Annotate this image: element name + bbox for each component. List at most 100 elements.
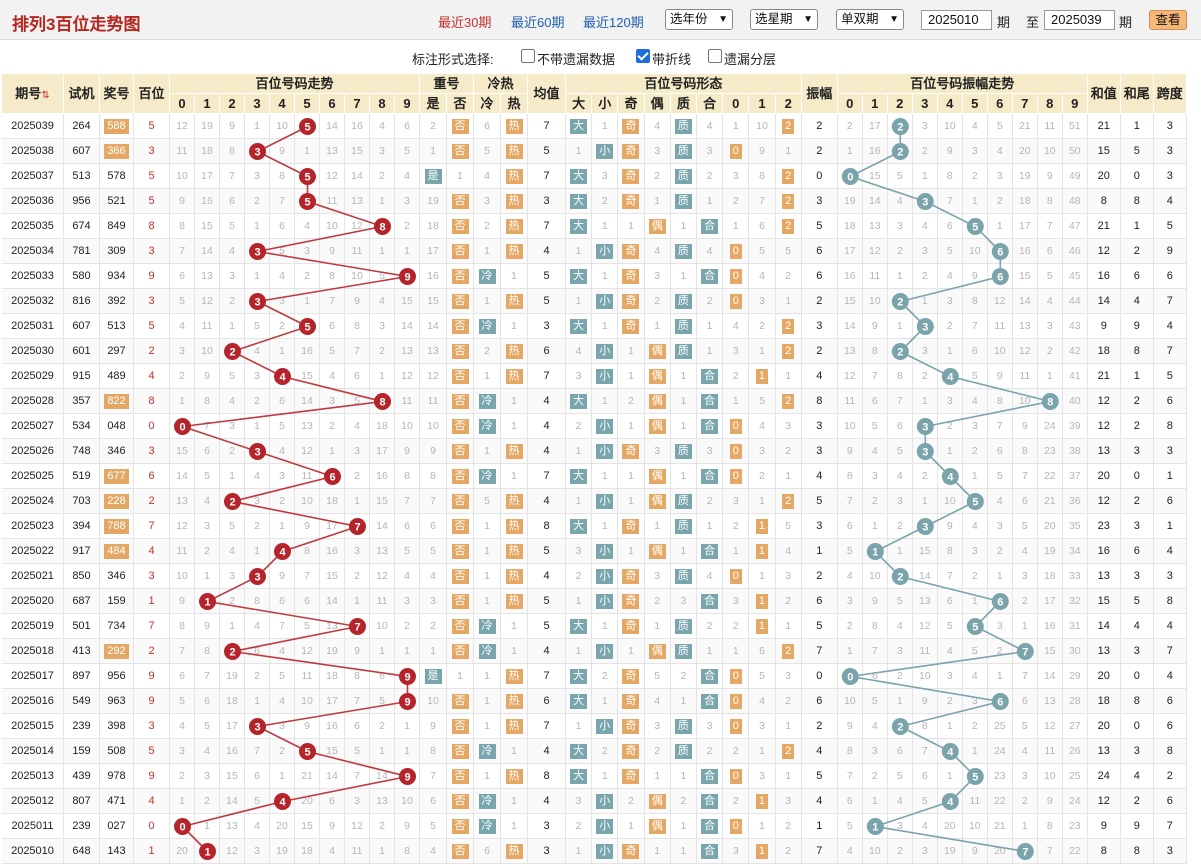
year-select[interactable]: 选年份 ▼ [665,9,733,30]
cold-cell: 冷 [474,814,501,839]
trend-miss-cell: 1 [295,139,320,164]
no-miss-checkbox[interactable] [521,49,535,63]
cold-cell: 6 [474,839,501,864]
trend-miss-cell: 19 [320,639,345,664]
trend-miss-cell: 14 [220,789,245,814]
prime-badge: 质 [674,618,692,634]
miss-layer-label[interactable]: 遗漏分层 [724,52,777,67]
polyline-checkbox[interactable] [636,49,650,63]
amp-miss-cell: 6 [962,339,988,364]
avg-cell: 4 [528,739,566,764]
tail-cell: 1 [1120,114,1154,139]
tail-cell: 3 [1120,639,1154,664]
shape-cell-3: 1 [644,514,671,539]
shape-cell-5: 4 [697,239,724,264]
shape-cell-2: 1 [618,414,645,439]
amp-miss-cell [937,789,963,814]
tail-cell: 3 [1120,739,1154,764]
shape-cell-8: 3 [775,414,802,439]
amp-miss-cell: 8 [937,539,963,564]
amp-miss-cell: 3 [1037,314,1063,339]
polyline-label[interactable]: 带折线 [652,52,692,67]
amp-miss-cell: 1 [962,464,988,489]
amp-miss-cell: 2 [937,689,963,714]
prize-cell: 849 [100,214,134,239]
hundred-cell: 0 [134,414,170,439]
from-issue-input[interactable]: 2025010 [921,10,992,30]
trend-miss-cell: 1 [320,439,345,464]
trial-cell: 816 [64,289,100,314]
period-link-30[interactable]: 最近30期 [438,15,492,30]
header-sub-d-8: 8 [370,94,395,114]
shape-cell-6: 0 [723,764,750,789]
mod3-badge: 0 [729,443,742,459]
search-button[interactable]: 查看 [1149,10,1187,30]
weekday-select[interactable]: 选星期 ▼ [750,9,818,30]
shape-cell-1: 1 [592,614,619,639]
small-badge: 小 [596,493,614,509]
header-sub-ad-1: 1 [862,94,888,114]
shape-cell-4: 质 [670,289,697,314]
shape-cell-1: 1 [592,514,619,539]
shape-cell-1: 小 [592,639,619,664]
period-link-60[interactable]: 最近60期 [511,15,565,30]
span-cell: 6 [1153,689,1187,714]
trend-miss-cell: 14 [195,239,220,264]
shape-cell-5: 1 [697,514,724,539]
header-sub-d-2: 2 [220,94,245,114]
miss-layer-checkbox[interactable] [708,49,722,63]
trend-miss-cell: 18 [220,689,245,714]
trend-miss-cell: 4 [395,164,420,189]
amp-miss-cell: 3 [887,489,913,514]
hot-badge: 热 [505,843,523,859]
parity-select[interactable]: 单双期 ▼ [836,9,904,30]
shape-cell-8: 2 [775,314,802,339]
composite-badge: 合 [701,843,719,859]
tail-cell: 4 [1120,614,1154,639]
trend-miss-cell: 4 [270,439,295,464]
small-badge: 小 [596,843,614,859]
shape-cell-4: 质 [670,114,697,139]
sort-icon[interactable]: ⇅ [41,90,50,101]
trend-miss-cell: 5 [270,664,295,689]
amp-miss-cell: 47 [1062,214,1088,239]
trend-miss-cell: 15 [295,814,320,839]
trend-miss-cell: 5 [345,739,370,764]
cold-cell: 冷 [474,789,501,814]
shape-cell-4: 1 [670,414,697,439]
header-span: 跨度 [1153,74,1187,114]
repeat-no-cell: 否 [447,714,474,739]
amp-miss-cell: 13 [1037,689,1063,714]
trend-miss-cell: 15 [195,214,220,239]
repeat-no-badge: 否 [451,718,469,734]
header-sub-d-5: 5 [295,94,320,114]
mod3-badge: 0 [729,293,742,309]
trend-miss-cell: 4 [320,364,345,389]
hot-cell: 热 [501,139,528,164]
amp-miss-cell: 1 [912,289,938,314]
amp-miss-cell: 3 [1012,764,1038,789]
repeat-yes-cell: 15 [420,289,447,314]
big-badge: 大 [570,668,588,684]
amp-miss-cell: 2 [912,464,938,489]
amp-miss-cell: 4 [887,464,913,489]
repeat-no-cell: 否 [447,414,474,439]
shape-cell-5: 合 [697,389,724,414]
shape-cell-1: 1 [592,214,619,239]
amp-cell: 2 [801,564,838,589]
period-link-120[interactable]: 最近120期 [583,15,644,30]
no-miss-label[interactable]: 不带遗漏数据 [537,52,616,67]
amp-miss-cell: 15 [1012,264,1038,289]
trend-miss-cell: 1 [370,839,395,864]
amp-miss-cell: 8 [937,164,963,189]
shape-cell-6: 0 [723,664,750,689]
amp-miss-cell: 7 [862,364,888,389]
repeat-no-badge: 否 [451,443,469,459]
shape-cell-2: 1 [618,339,645,364]
trend-miss-cell: 5 [295,614,320,639]
trend-miss-cell: 15 [345,139,370,164]
to-issue-input[interactable]: 2025039 [1044,10,1115,30]
trend-miss-cell: 12 [170,514,195,539]
tail-cell: 2 [1120,489,1154,514]
header-issue[interactable]: 期号⇅ [2,74,64,114]
